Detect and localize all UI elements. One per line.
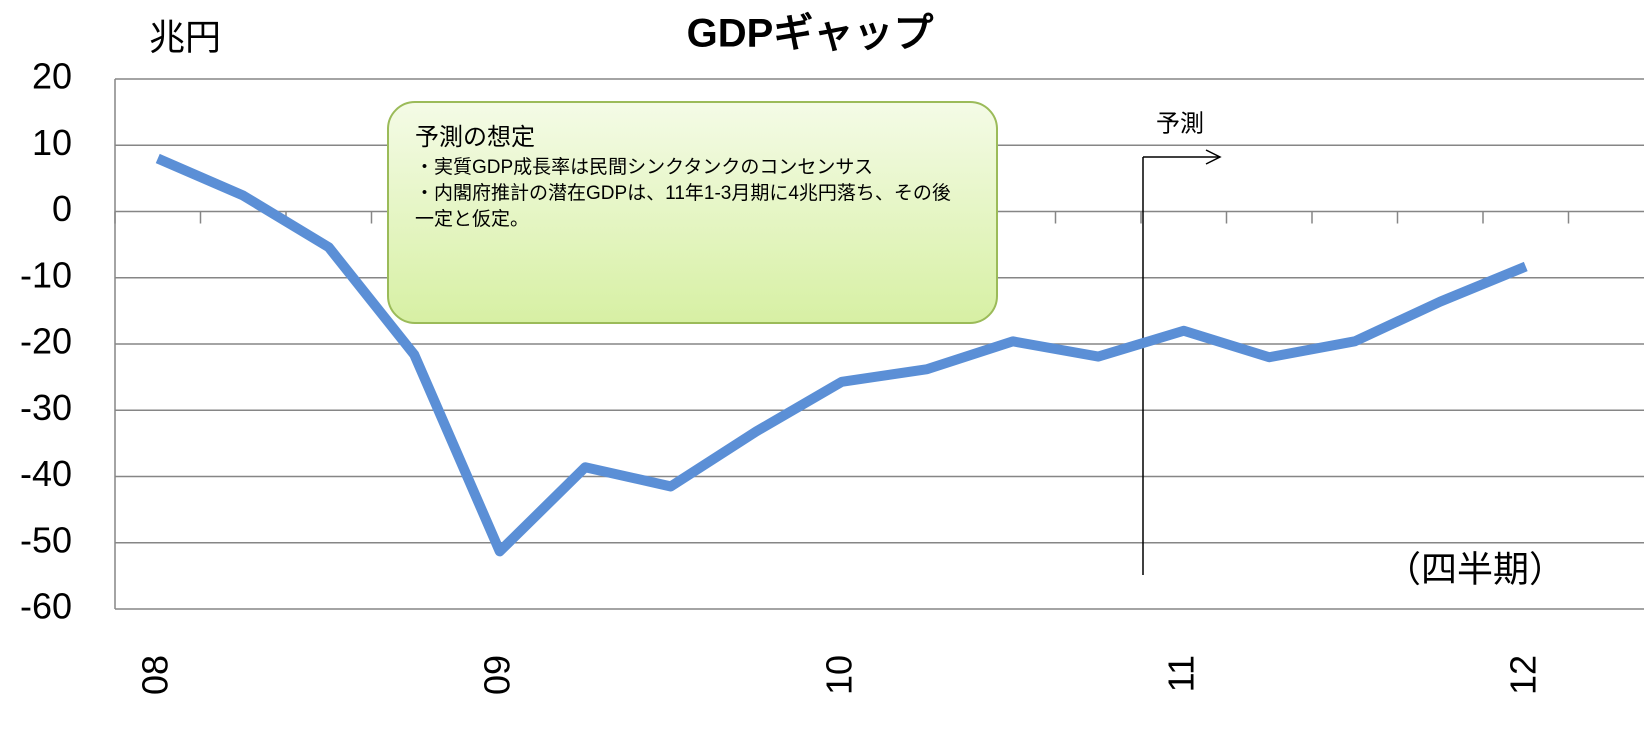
forecast-arrowhead [1205,149,1222,165]
note-line: ・内閣府推計の潜在GDPは、11年1-3月期に4兆円落ち、その後一定と仮定。 [415,183,951,230]
note-box: 予測の想定 ・実質GDP成長率は民間シンクタンクのコンセンサス ・内閣府推計の潜… [387,101,998,324]
x-tick-label: 12 [1502,655,1543,695]
y-tick-label: -30 [20,387,72,428]
y-tick-label: -20 [20,321,72,362]
y-tick-label: -60 [20,586,72,627]
forecast-label: 予測 [1156,110,1204,137]
y-tick-label: 20 [32,56,72,97]
line-series [155,153,1528,557]
x-tick-label: 10 [818,655,859,695]
x-tick-label: 09 [476,655,517,695]
note-title: 予測の想定 [415,124,535,151]
y-tick-label: -10 [20,254,72,295]
y-tick-label: -40 [20,453,72,494]
y-tick-label: -50 [20,519,72,560]
x-unit: （四半期） [1385,549,1565,590]
x-tick-label: 08 [134,655,175,695]
x-tick-label: 11 [1160,655,1201,692]
y-tick-label: 10 [32,122,72,163]
y-unit: 兆円 [149,17,221,58]
y-tick-label: 0 [52,188,72,229]
note-line: ・実質GDP成長率は民間シンクタンクのコンセンサス [415,157,874,178]
chart-title: GDPギャップ [687,12,934,56]
